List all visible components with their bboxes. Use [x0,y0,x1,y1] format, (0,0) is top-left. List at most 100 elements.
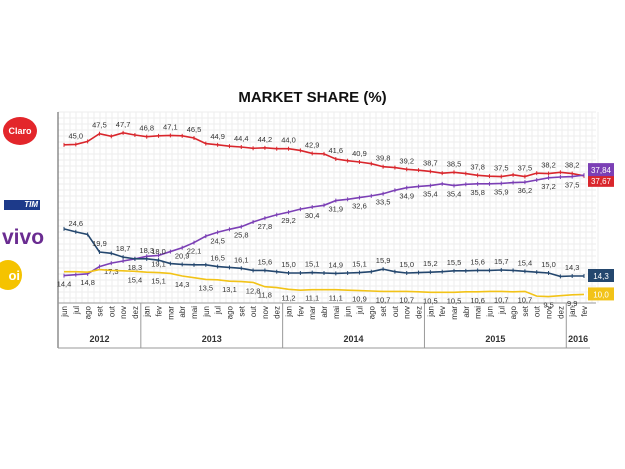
vivo-data-label: 14,4 [57,280,72,289]
vivo-data-label: 18,3 [128,263,143,272]
tim-data-label: 19,9 [92,239,107,248]
tim-data-label: 15,6 [258,257,273,266]
month-tick-label: fev [296,306,305,317]
claro-data-label: 47,1 [163,122,178,131]
month-tick-label: out [107,305,116,317]
vivo-data-label: 24,5 [210,236,225,245]
year-label: 2013 [202,334,222,344]
tim-data-label: 15,1 [305,260,320,269]
claro-data-label: 44,0 [281,136,296,145]
month-tick-label: out [391,305,400,317]
oi-logo-text: oi [8,267,20,283]
claro-data-label: 38,7 [423,158,438,167]
claro-data-label: 44,9 [210,132,225,141]
claro-data-label: 40,9 [352,149,367,158]
oi-data-label: 10,6 [470,296,485,305]
tim-data-label: 15,0 [281,260,296,269]
tim-data-label: 15,1 [352,260,367,269]
month-tick-label: abr [462,306,471,318]
oi-data-label: 9,9 [567,299,577,308]
claro-data-label: 38,2 [541,161,556,170]
month-tick-label: nov [261,306,270,319]
oi-end-badge [588,287,614,301]
claro-data-label: 41,6 [329,146,344,155]
vivo-end-label: 37,84 [591,166,612,175]
oi-data-label: 10,7 [518,295,533,304]
vivo-data-label: 35,4 [447,190,462,199]
claro-data-label: 38,5 [447,159,462,168]
claro-end-label: 37,67 [591,177,612,186]
vivo-data-label: 30,4 [305,211,320,220]
oi-data-label: 9,5 [543,301,553,310]
year-label: 2014 [344,334,364,344]
claro-data-label: 47,5 [92,121,107,130]
tim-data-label: 15,5 [447,258,462,267]
vivo-data-label: 29,2 [281,216,296,225]
vivo-data-label: 35,4 [423,190,438,199]
month-tick-label: set [237,305,246,316]
month-tick-label: dez [273,306,282,319]
month-tick-label: out [249,305,258,317]
vivo-data-label: 14,8 [80,278,95,287]
month-tick-label: abr [320,306,329,318]
vivo-data-label: 36,2 [518,186,533,195]
oi-logo: oi [0,260,22,290]
month-tick-label: ago [509,305,518,319]
month-tick-label: jan [568,306,577,318]
vivo-data-label: 35,9 [494,187,509,196]
month-tick-label: jun [344,306,353,318]
claro-data-label: 38,2 [565,161,580,170]
claro-data-label: 44,2 [258,135,273,144]
month-tick-label: fev [580,306,589,317]
vivo-data-label: 19,1 [151,259,166,268]
month-tick-label: mai [474,306,483,319]
tim-data-label: 15,2 [423,259,438,268]
oi-data-label: 14,3 [175,280,190,289]
month-tick-label: jan [143,306,152,318]
month-tick-label: ago [367,305,376,319]
claro-data-label: 47,7 [116,120,131,129]
oi-data-label: 15,1 [151,277,166,286]
tim-data-label: 15,4 [518,258,533,267]
oi-data-label: 10,5 [447,296,462,305]
vivo-data-label: 33,5 [376,198,391,207]
month-tick-label: mar [450,306,459,320]
month-tick-label: jul [497,306,506,315]
vivo-data-label: 17,3 [104,267,119,276]
oi-data-label: 11,1 [305,294,319,303]
month-tick-label: ago [225,305,234,319]
claro-data-label: 44,4 [234,134,249,143]
month-tick-label: jun [202,306,211,318]
oi-data-label: 11,8 [258,291,272,300]
month-tick-label: jan [285,306,294,318]
month-tick-label: jul [72,306,81,315]
oi-data-label: 15,4 [128,275,143,284]
tim-logo-text: TIM [24,200,38,209]
month-tick-label: set [95,305,104,316]
month-tick-label: jun [485,306,494,318]
oi-data-label: 10,9 [352,295,367,304]
vivo-data-label: 34,9 [399,192,414,201]
tim-data-label: 18,3 [139,246,154,255]
month-tick-label: jun [60,306,69,318]
year-label: 2012 [89,334,109,344]
claro-data-label: 45,0 [69,131,84,140]
oi-data-label: 11,1 [329,294,343,303]
tim-data-label: 18,7 [116,244,131,253]
claro-end-badge [588,173,614,187]
tim-data-label: 15,0 [399,260,414,269]
oi-data-label: 10,7 [399,295,414,304]
vivo-data-label: 37,5 [565,181,580,190]
oi-data-label: 10,7 [494,295,509,304]
vivo-data-label: 35,8 [470,188,485,197]
month-tick-label: dez [415,306,424,319]
claro-logo-text: Claro [8,126,32,136]
chart-title: MARKET SHARE (%) [238,89,387,106]
tim-data-label: 15,9 [376,256,391,265]
vivo-data-label: 37,2 [541,182,556,191]
month-tick-label: jan [426,306,435,318]
oi-data-label: 11,2 [282,293,296,302]
tim-data-label: 24,6 [69,219,84,228]
tim-end-badge [588,269,614,282]
tim-data-label: 14,9 [329,260,344,269]
